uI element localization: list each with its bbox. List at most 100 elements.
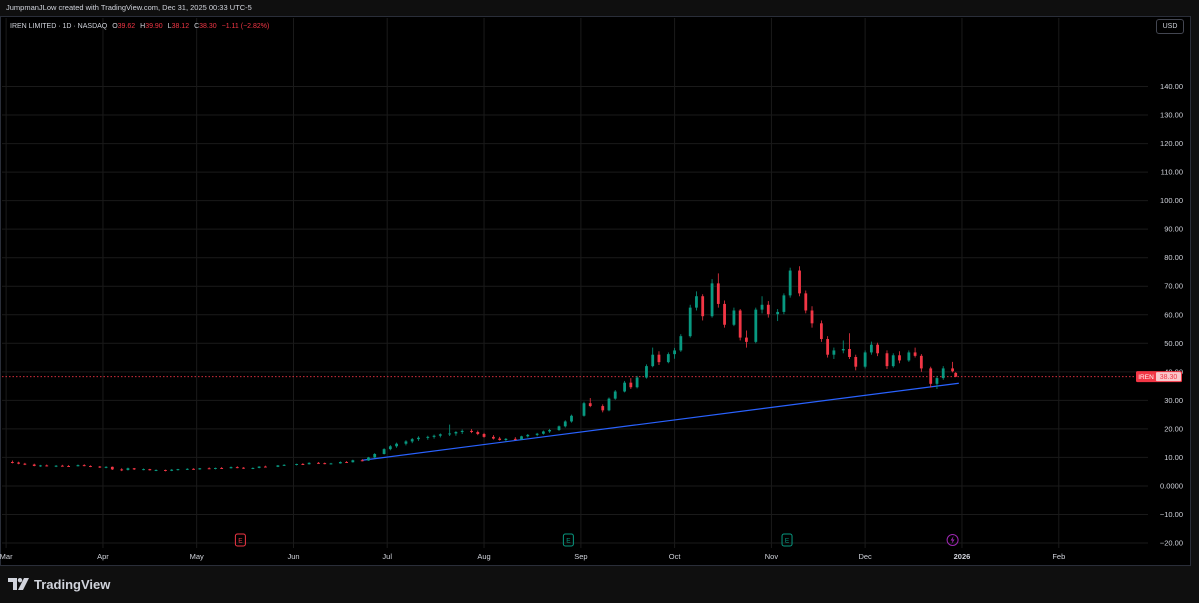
candle-body (732, 310, 736, 325)
y-tick-label: −10.00 (1160, 510, 1183, 519)
candle-body (185, 468, 189, 470)
candle-body (82, 465, 86, 467)
chart-frame (0, 16, 1191, 566)
x-tick-label: Mar (0, 552, 13, 561)
candle-body (563, 421, 567, 427)
candle-body (39, 465, 42, 467)
candle-body (67, 465, 70, 467)
x-tick-label: Jul (382, 552, 392, 561)
candle-body (541, 431, 545, 434)
candle-body (263, 466, 267, 468)
footer-bar (0, 566, 1199, 603)
candle-body (635, 377, 639, 388)
candle-body (760, 304, 764, 310)
candle-body (338, 461, 342, 464)
candle-body (60, 465, 64, 467)
candle-body (919, 355, 923, 369)
earnings-marker-label: E (785, 538, 790, 545)
candle-body (782, 295, 786, 312)
currency-button[interactable]: USD (1156, 19, 1184, 34)
candle-body (295, 463, 299, 465)
legend-high-label: H (140, 23, 146, 30)
candle-body (863, 352, 867, 367)
candle-body (841, 349, 845, 351)
candle-body (520, 436, 523, 440)
candle-body (810, 310, 814, 324)
earnings-marker (234, 533, 246, 547)
candle-body (951, 368, 954, 372)
candle-body (323, 463, 327, 465)
candle-body (142, 469, 145, 471)
candle-body (360, 460, 364, 462)
candle-body (89, 465, 92, 467)
candle-body (788, 270, 792, 296)
candle-body (826, 339, 830, 355)
y-tick-label: 70.00 (1164, 282, 1183, 291)
price-chart[interactable]: 140.00 130.00 120.00 110.00 100.00 90.00 80.00… (0, 16, 1191, 566)
candle-body (251, 467, 255, 469)
candle-body (32, 464, 36, 466)
y-tick-label: −20.00 (1160, 539, 1183, 548)
legend-open-label: O (112, 23, 118, 30)
candle-body (45, 465, 49, 467)
candle-body (526, 434, 530, 437)
legend-change: −1.11 (−2.82%) (221, 23, 270, 30)
candle-body (417, 437, 420, 440)
candle-body (688, 307, 692, 337)
candle-body (907, 352, 911, 361)
candle-body (432, 435, 436, 437)
candle-body (76, 465, 80, 467)
candle-body (207, 468, 211, 470)
candle-body (164, 469, 167, 471)
earnings-marker (562, 533, 574, 547)
candle-body (885, 353, 889, 367)
last-price-value-bg (1156, 372, 1181, 382)
candle-body (54, 465, 58, 467)
candle-body (317, 462, 320, 464)
candle-body (492, 436, 495, 439)
candle-body (404, 441, 408, 444)
tradingview-logo[interactable]: TradingView (8, 576, 110, 592)
candle-body (557, 426, 561, 431)
candle-body (460, 430, 464, 433)
candle-body (395, 443, 398, 447)
candle-body (710, 283, 714, 317)
candle-body (651, 354, 655, 367)
candle-body (454, 432, 458, 434)
right-edge (1191, 16, 1199, 566)
candle-body (613, 391, 617, 399)
x-tick-label: Feb (1052, 552, 1065, 561)
candle-body (132, 468, 136, 470)
candle-body (876, 344, 880, 354)
y-tick-label: 30.00 (1164, 396, 1183, 405)
candle-body (329, 463, 333, 465)
candle-body (582, 403, 586, 416)
candle-body (176, 469, 180, 471)
candle-body (23, 463, 27, 465)
x-tick-label: 2026 (954, 552, 971, 561)
legend-open: 39.62 (117, 23, 136, 30)
legend-close: 38.30 (199, 23, 217, 30)
candle-body (570, 415, 573, 422)
y-tick-label: 110.00 (1161, 168, 1183, 177)
candle-body (120, 469, 124, 471)
x-tick-label: Nov (765, 552, 779, 561)
candle-body (798, 270, 801, 294)
candle-body (498, 438, 502, 441)
candle-body (257, 466, 261, 468)
candle-body (382, 449, 386, 454)
x-tick-label: May (190, 552, 204, 561)
candle-body (723, 303, 726, 325)
candle-body (913, 352, 917, 356)
y-tick-label: 90.00 (1164, 225, 1183, 234)
candle-body (657, 354, 661, 363)
legend-low: 38.12 (171, 23, 190, 30)
candle-body (941, 368, 945, 379)
candle-body (929, 368, 933, 384)
last-price-ticker: IREN (1138, 374, 1154, 381)
candle-body (470, 430, 473, 433)
candle-body (701, 296, 705, 317)
candle-body (588, 403, 592, 407)
candle-body (754, 309, 758, 342)
y-tick-label: 60.00 (1164, 310, 1183, 319)
